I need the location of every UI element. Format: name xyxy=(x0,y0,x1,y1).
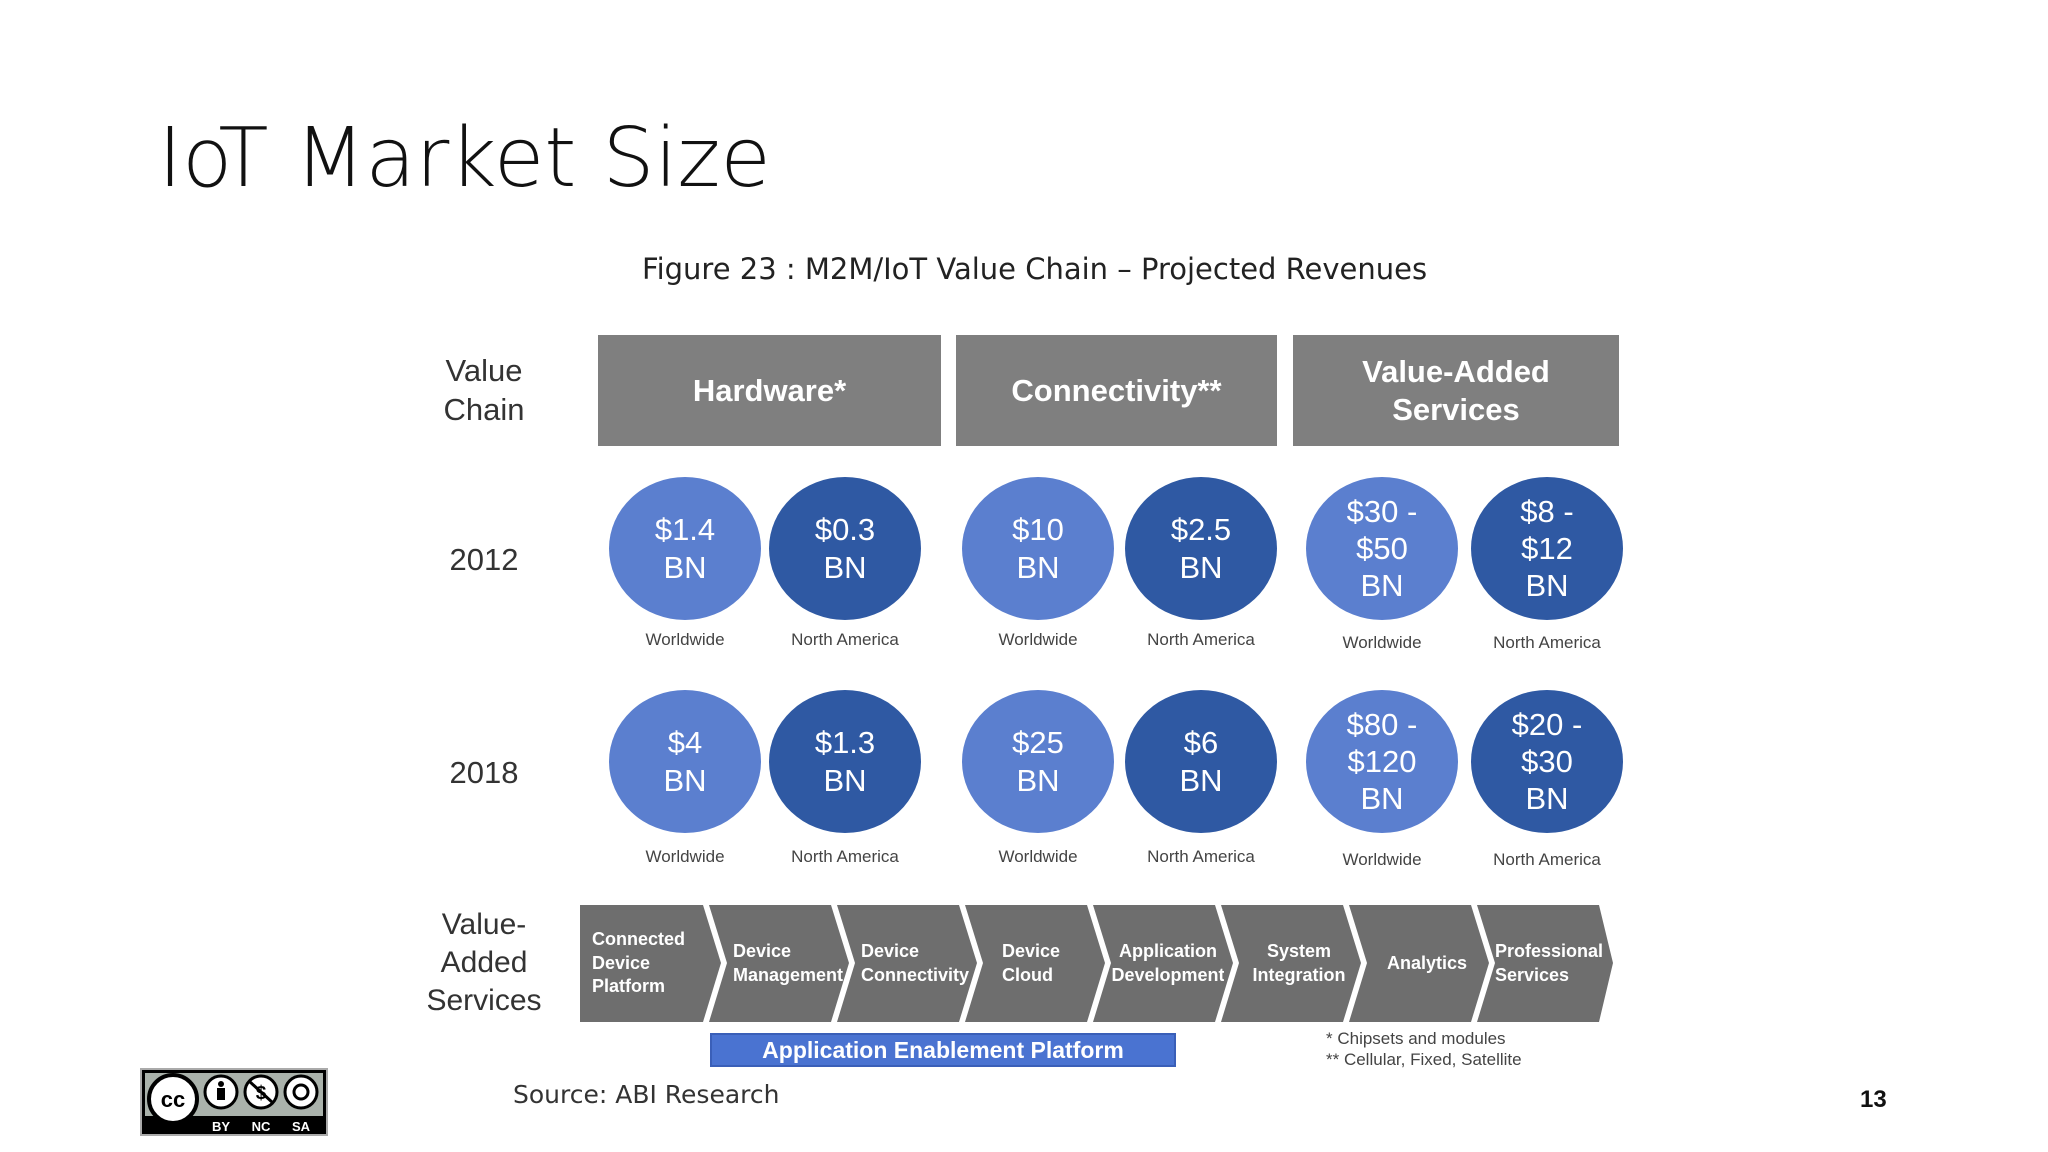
row-label-value-added-services: Value- Added Services xyxy=(426,908,542,1018)
nc-text: NC xyxy=(252,1119,271,1134)
by-text: BY xyxy=(212,1119,230,1134)
header-vas-label: Value-Added Services xyxy=(1362,354,1550,427)
region-label-worldwide: Worldwide xyxy=(645,630,725,649)
header-hardware-label: Hardware* xyxy=(692,372,847,408)
service-label-system-integration: System Integration xyxy=(1252,941,1346,985)
revenue-value: $10 BN xyxy=(1012,512,1064,585)
revenue-2018-vas-north-america: $20 - $30 BN xyxy=(1471,690,1623,833)
header-connectivity: Connectivity** xyxy=(956,335,1277,446)
revenue-value: $20 - $30 BN xyxy=(1511,706,1583,817)
page-number: 13 xyxy=(1860,1086,1887,1113)
cc-icon xyxy=(147,1073,199,1125)
revenue-value: $25 BN xyxy=(1012,725,1064,798)
revenue-value: $1.4 BN xyxy=(654,512,716,585)
chevron-device-cloud xyxy=(965,905,1105,1022)
revenue-value: $30 - $50 BN xyxy=(1346,493,1418,604)
revenue-2018-connectivity-worldwide: $25 BN xyxy=(962,690,1114,833)
footnote-hardware: * Chipsets and modules xyxy=(1326,1029,1506,1048)
region-label-worldwide: Worldwide xyxy=(998,847,1078,866)
revenue-value: $8 - $12 BN xyxy=(1520,493,1574,604)
header-value-added-services: Value-Added Services xyxy=(1293,335,1619,446)
service-label-analytics: Analytics xyxy=(1386,952,1468,973)
revenue-2012-connectivity-worldwide: $10 BN xyxy=(962,477,1114,620)
footnote-connectivity: ** Cellular, Fixed, Satellite xyxy=(1326,1050,1522,1069)
figure-caption: Figure 23 : M2M/IoT Value Chain – Projec… xyxy=(642,252,1428,286)
application-enablement-platform-bar: Application Enablement Platform xyxy=(710,1033,1176,1067)
chevron-device-connectivity xyxy=(837,905,977,1022)
sa-sharealike-icon xyxy=(283,1074,319,1110)
service-label-application-development: Application Development xyxy=(1112,941,1224,985)
chevron-analytics xyxy=(1349,905,1489,1022)
region-label-north-america: North America xyxy=(1147,847,1255,866)
revenue-value: $6 BN xyxy=(1179,725,1223,798)
revenue-value: $4 BN xyxy=(663,725,707,798)
chevron-connected-device-platform xyxy=(580,905,721,1022)
chevron-system-integration xyxy=(1221,905,1361,1022)
service-label-device-cloud: Device Cloud xyxy=(1002,941,1061,985)
revenue-2018-connectivity-north-america: $6 BN xyxy=(1125,690,1277,833)
chevron-professional-services xyxy=(1477,905,1613,1022)
row-label-2012: 2012 xyxy=(449,542,519,577)
region-label-north-america: North America xyxy=(1147,630,1255,649)
row-label-2018: 2018 xyxy=(449,755,519,790)
row-label-value-chain: Value Chain xyxy=(443,353,525,427)
chevron-device-management xyxy=(709,905,849,1022)
service-label-device-management: Device Management xyxy=(733,941,844,985)
service-label-device-connectivity: Device Connectivity xyxy=(861,941,970,985)
value-added-services-chevron-strip xyxy=(580,905,1613,1022)
service-label-professional-services: Professional Services xyxy=(1495,941,1604,985)
region-label-north-america: North America xyxy=(1493,850,1601,869)
revenue-value: $80 - $120 BN xyxy=(1346,706,1418,817)
revenue-value: $2.5 BN xyxy=(1170,512,1232,585)
revenue-2012-hardware-north-america: $0.3 BN xyxy=(769,477,921,620)
revenue-2012-vas-north-america: $8 - $12 BN xyxy=(1471,477,1623,620)
region-label-worldwide: Worldwide xyxy=(645,847,725,866)
revenue-2012-hardware-worldwide: $1.4 BN xyxy=(609,477,761,620)
source-citation: Source: ABI Research xyxy=(513,1080,780,1109)
region-label-north-america: North America xyxy=(791,630,899,649)
region-label-north-america: North America xyxy=(791,847,899,866)
revenue-value: $0.3 BN xyxy=(814,512,876,585)
revenue-2012-vas-worldwide: $30 - $50 BN xyxy=(1306,477,1458,620)
service-label-connected-device-platform: Connected Device Platform xyxy=(592,929,686,997)
cc-text: cc xyxy=(161,1087,185,1112)
revenue-value: $1.3 BN xyxy=(814,725,876,798)
region-label-worldwide: Worldwide xyxy=(998,630,1078,649)
region-label-worldwide: Worldwide xyxy=(1342,633,1422,652)
revenue-2018-hardware-north-america: $1.3 BN xyxy=(769,690,921,833)
revenue-2012-connectivity-north-america: $2.5 BN xyxy=(1125,477,1277,620)
slide-title: IoT Market Size xyxy=(158,111,771,206)
revenue-2018-vas-worldwide: $80 - $120 BN xyxy=(1306,690,1458,833)
revenue-2018-hardware-worldwide: $4 BN xyxy=(609,690,761,833)
region-label-north-america: North America xyxy=(1493,633,1601,652)
chevron-application-development xyxy=(1093,905,1233,1022)
header-hardware: Hardware* xyxy=(598,335,941,446)
sa-text: SA xyxy=(292,1119,311,1134)
cc-license-badge: cc $ BY NC SA xyxy=(140,1068,328,1136)
region-label-worldwide: Worldwide xyxy=(1342,850,1422,869)
header-connectivity-label: Connectivity** xyxy=(1011,372,1222,408)
